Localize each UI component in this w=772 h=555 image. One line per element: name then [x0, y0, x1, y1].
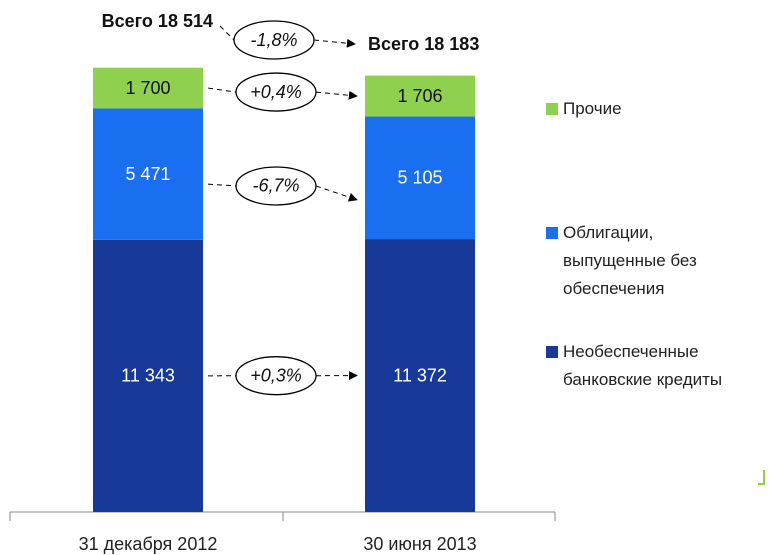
corner-mark	[758, 470, 765, 485]
dashed-connector	[207, 183, 237, 187]
change-label: -6,7%	[252, 176, 299, 196]
bar-segment	[365, 75, 475, 117]
arrow	[313, 38, 356, 48]
value-label: 1 700	[125, 78, 170, 98]
dashed-connector	[207, 87, 237, 93]
total-label: Всего 18 514	[102, 11, 213, 31]
legend-swatch	[546, 103, 558, 115]
legend-label: Необеспеченные банковские кредиты	[563, 342, 723, 389]
change-bubble	[233, 20, 315, 60]
total-label: Всего 18 183	[368, 34, 479, 54]
x-tick-label: 30 июня 2013	[363, 534, 476, 554]
bar-segment	[93, 67, 203, 109]
bar-segment	[93, 239, 203, 512]
bar-segment	[365, 116, 475, 240]
change-label: -1,8%	[250, 30, 297, 50]
legend-item: Прочие	[546, 95, 756, 123]
value-label: 5 105	[397, 168, 442, 188]
arrow	[315, 185, 358, 202]
value-label: 5 471	[125, 164, 170, 184]
legend-swatch	[546, 227, 558, 239]
value-label: 11 372	[393, 365, 447, 385]
change-bubble	[235, 356, 317, 396]
legend-swatch	[546, 346, 558, 358]
arrow	[315, 90, 358, 100]
bar-segment	[93, 108, 203, 240]
value-label: 1 706	[397, 86, 442, 106]
value-label: 11 343	[121, 366, 175, 386]
change-bubble	[235, 72, 317, 112]
x-tick-label: 31 декабря 2012	[79, 534, 218, 554]
dashed-connector	[219, 25, 235, 41]
legend-item: Необеспеченные банковские кредиты	[546, 338, 756, 394]
bar-segment	[365, 239, 475, 512]
change-bubble	[235, 166, 317, 206]
legend-item: Облигации, выпущенные без обеспечения	[546, 219, 756, 303]
change-label: +0,4%	[250, 82, 302, 102]
legend-label: Прочие	[563, 99, 622, 118]
change-label: +0,3%	[250, 365, 302, 385]
legend-label: Облигации, выпущенные без обеспечения	[563, 223, 697, 298]
